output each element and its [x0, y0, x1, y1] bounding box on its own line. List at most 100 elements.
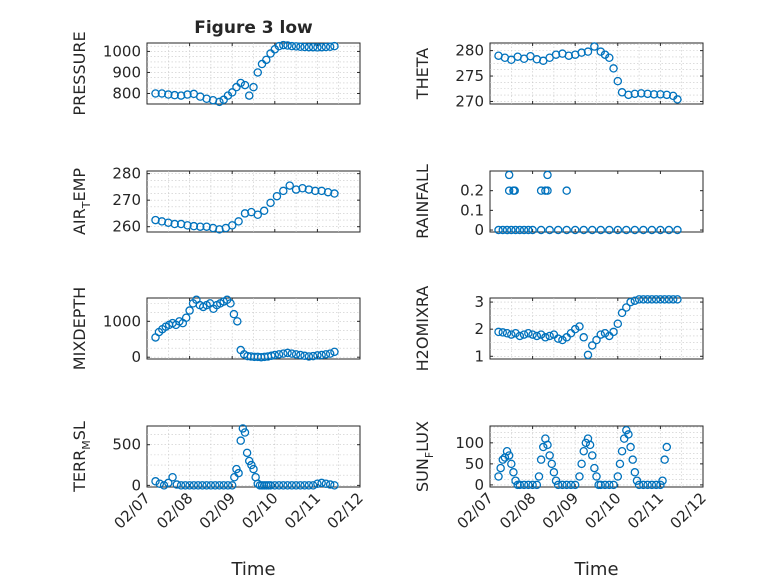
y-tick-label: 3 — [474, 293, 484, 311]
data-point — [279, 40, 288, 50]
data-point — [291, 42, 301, 51]
data-point — [291, 350, 301, 359]
data-point — [662, 90, 672, 100]
data-point — [317, 478, 326, 488]
data-point — [249, 82, 258, 92]
data-point — [649, 90, 659, 99]
data-point — [658, 476, 667, 485]
data-point — [630, 89, 640, 99]
data-point — [176, 481, 186, 490]
y-tick-label: 1000 — [103, 312, 141, 330]
data-point — [285, 181, 294, 190]
data-point — [249, 464, 258, 474]
data-point — [592, 472, 601, 481]
data-point — [244, 91, 254, 100]
data-point — [622, 303, 631, 312]
data-point — [673, 95, 682, 104]
data-point — [300, 351, 309, 361]
data-point — [630, 296, 640, 305]
data-point — [206, 481, 216, 490]
data-point — [639, 225, 648, 235]
data-point — [189, 481, 199, 490]
data-point — [619, 434, 629, 443]
subplot-4: 0 0.10.2 RAINFALL — [413, 164, 704, 239]
data-point — [558, 480, 567, 490]
data-point — [583, 47, 593, 56]
data-point — [270, 350, 280, 360]
data-point — [536, 225, 546, 235]
axes-frame — [489, 425, 704, 488]
data-point — [570, 480, 580, 490]
data-point — [170, 219, 179, 229]
data-point — [283, 41, 292, 50]
data-point — [536, 455, 546, 464]
x-axis-label: Time — [573, 559, 618, 580]
data-point — [210, 481, 220, 490]
y-axis-label: TERRMSL — [70, 421, 93, 493]
data-point — [325, 480, 335, 489]
y-axis-label: AIRTEMP — [70, 168, 93, 235]
y-tick-label: 800 — [112, 84, 141, 102]
data-point — [647, 295, 657, 304]
y-axis-label: SUNFLUX — [413, 421, 436, 492]
data-point — [227, 481, 237, 490]
data-point — [507, 459, 516, 469]
data-point — [660, 295, 669, 304]
data-point — [570, 324, 580, 334]
data-point — [541, 333, 550, 342]
data-point — [577, 48, 586, 57]
data-point — [587, 341, 597, 350]
data-point — [274, 481, 284, 490]
data-point — [262, 55, 271, 65]
data-point — [551, 50, 561, 59]
data-point — [519, 330, 529, 339]
data-point — [639, 480, 648, 490]
data-point — [562, 480, 571, 490]
y-tick-label: 2 — [474, 320, 484, 338]
data-point — [575, 472, 584, 481]
data-point — [240, 80, 250, 90]
data-point — [624, 430, 633, 439]
data-point — [662, 442, 672, 452]
data-point — [575, 322, 584, 331]
data-point — [279, 349, 288, 358]
data-point — [172, 480, 182, 489]
data-point — [274, 350, 284, 359]
data-point — [553, 225, 563, 235]
axes-frame — [489, 42, 704, 105]
data-point — [227, 221, 237, 230]
data-point — [668, 295, 678, 304]
data-point — [296, 350, 305, 360]
data-point — [317, 42, 326, 52]
data-point — [524, 480, 533, 490]
data-point — [198, 481, 207, 490]
data-point — [164, 90, 173, 99]
data-point — [664, 295, 674, 304]
data-point — [613, 225, 623, 235]
data-point — [605, 480, 614, 490]
data-point — [291, 481, 301, 490]
data-point — [296, 42, 305, 52]
data-point — [259, 206, 269, 216]
data-point — [185, 306, 194, 315]
data-point — [304, 481, 314, 490]
data-point — [509, 468, 518, 477]
data-point — [202, 481, 211, 490]
data-point — [287, 481, 297, 490]
data-point — [532, 331, 542, 341]
data-point — [592, 335, 601, 345]
data-point — [579, 333, 588, 342]
data-point — [496, 463, 505, 473]
y-tick-label: 280 — [112, 165, 141, 183]
data-point — [236, 78, 245, 88]
data-point — [532, 480, 542, 490]
data-point — [543, 170, 552, 180]
data-point — [229, 309, 239, 319]
y-tick-label: 0 — [131, 476, 141, 494]
data-point — [664, 225, 674, 235]
data-point — [321, 42, 331, 52]
data-point — [624, 90, 633, 100]
data-point — [596, 225, 606, 235]
data-point — [558, 335, 567, 345]
data-point — [585, 440, 595, 450]
